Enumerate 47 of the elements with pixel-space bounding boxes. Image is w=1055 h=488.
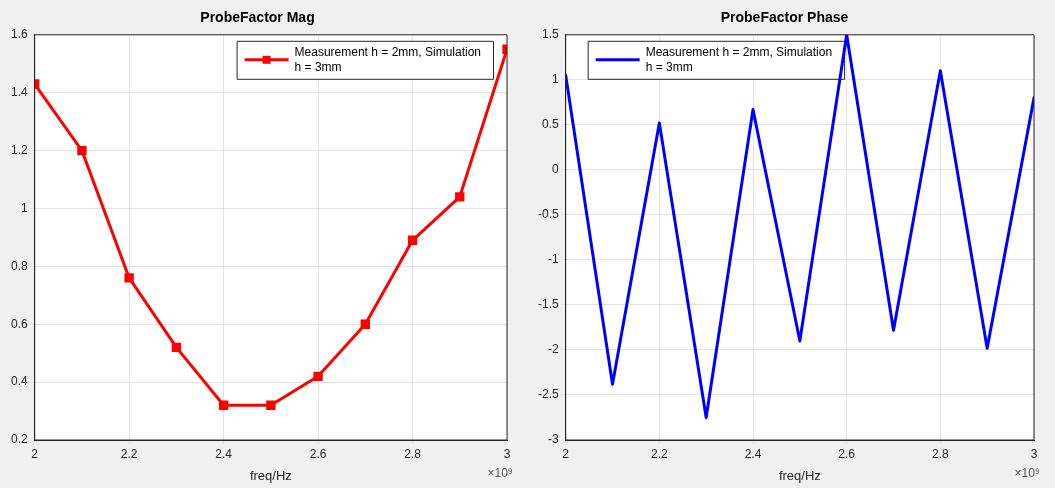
chart-title: ProbeFactor Mag (200, 9, 315, 26)
y-tick-label: -3 (548, 432, 559, 447)
x-tick-label: 2.4 (744, 446, 762, 461)
y-tick-label: -2.5 (537, 387, 559, 402)
x-tick-label: 2.6 (309, 446, 327, 461)
legend-label: Measurement h = 2mm, Simulation h = 3mm (294, 44, 482, 74)
point (218, 400, 229, 410)
x-tick-label: 2 (562, 446, 570, 461)
point (171, 342, 182, 353)
x-axis-title: freq/Hz (249, 467, 292, 483)
y-tick-label: 1.6 (10, 27, 28, 42)
x-tick-label: 2 (31, 446, 39, 461)
y-tick-label: 0.2 (10, 432, 28, 447)
text: ×10⁹ (1014, 466, 1040, 481)
y-tick-label: 1 (551, 72, 559, 87)
y-tick-label: 1.2 (10, 142, 28, 157)
point (407, 235, 418, 245)
y-tick-label: 0.6 (10, 316, 28, 331)
text: ×10⁹ (487, 466, 513, 481)
chart-title: ProbeFactor Phase (720, 9, 849, 26)
point (266, 400, 276, 410)
point (77, 145, 87, 156)
x-axis-title: freq/Hz (778, 467, 821, 483)
point (360, 319, 370, 329)
x-tick-label: 3 (1030, 446, 1038, 461)
y-tick-label: -1.5 (537, 297, 559, 312)
y-tick-label: -1 (548, 252, 559, 267)
x-tick-label: 2.6 (838, 446, 856, 461)
y-tick-label: 0.8 (10, 258, 28, 273)
y-tick-label: -0.5 (537, 207, 559, 222)
x-tick-label: 2.2 (120, 446, 138, 461)
x-tick-label: 2.8 (931, 446, 949, 461)
y-tick-label: 1.4 (10, 85, 28, 99)
y-tick-label: 1.5 (541, 27, 559, 42)
point (455, 192, 465, 202)
x-tick-label: 2.2 (651, 446, 669, 461)
y-tick-label: 0.5 (541, 117, 559, 132)
x-tick-label: 3 (503, 446, 511, 461)
y-tick-label: 0.4 (10, 374, 28, 389)
point (124, 273, 134, 283)
point (313, 371, 323, 382)
y-tick-label: 1 (20, 200, 28, 215)
y-tick-label: 0 (551, 162, 559, 177)
y-tick-label: -2 (548, 342, 559, 357)
x-tick-label: 2.4 (215, 446, 233, 461)
legend-label: Measurement h = 2mm, Simulation h = 3mm (645, 44, 833, 74)
x-tick-label: 2.8 (404, 446, 422, 461)
